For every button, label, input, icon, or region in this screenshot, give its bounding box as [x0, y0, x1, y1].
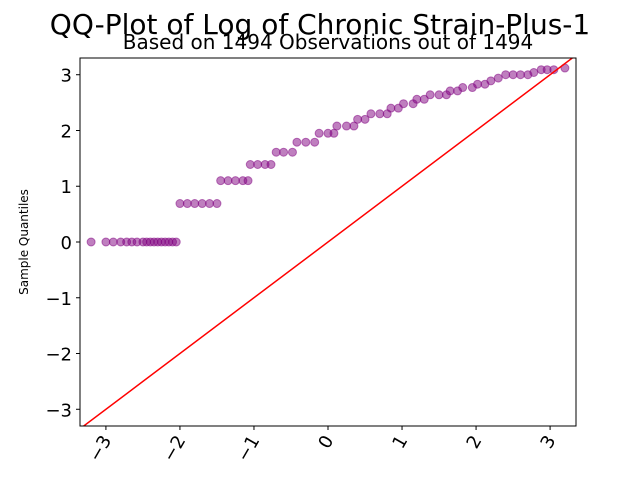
point: [366, 109, 376, 119]
point: [310, 137, 320, 147]
point: [419, 94, 429, 104]
y-tick-label: 2: [61, 121, 72, 142]
point: [243, 176, 253, 186]
point: [412, 94, 422, 104]
point: [375, 109, 385, 119]
y-tick-label: 1: [61, 177, 72, 198]
point: [279, 147, 289, 157]
y-tick-label: −3: [45, 400, 72, 421]
point: [175, 199, 185, 209]
point: [190, 199, 200, 209]
point: [353, 114, 363, 124]
point: [205, 199, 215, 209]
point: [212, 199, 222, 209]
point: [253, 159, 263, 169]
point: [458, 83, 468, 93]
point: [508, 70, 518, 80]
point: [501, 70, 511, 80]
point: [86, 237, 96, 247]
point: [386, 103, 396, 113]
y-tick-label: 3: [61, 66, 72, 87]
point: [493, 73, 503, 83]
y-tick-label: −2: [45, 345, 72, 366]
point: [171, 237, 181, 247]
point: [197, 199, 207, 209]
point: [529, 67, 539, 77]
chart-subtitle: Based on 1494 Observations out of 1494: [123, 30, 534, 54]
point: [271, 147, 281, 157]
point: [101, 237, 111, 247]
point: [292, 137, 302, 147]
point: [108, 237, 118, 247]
y-tick-label: −1: [45, 289, 72, 310]
point: [301, 137, 311, 147]
point: [223, 176, 233, 186]
point: [486, 76, 496, 86]
point: [266, 159, 276, 169]
point: [515, 70, 525, 80]
point: [314, 128, 324, 138]
point: [230, 176, 240, 186]
point: [349, 121, 359, 131]
point: [473, 79, 483, 89]
point: [245, 159, 255, 169]
reference-line: [82, 58, 574, 426]
point: [434, 90, 444, 100]
point: [182, 199, 192, 209]
point: [287, 147, 297, 157]
y-tick-label: 0: [61, 233, 72, 254]
point: [360, 114, 370, 124]
point: [425, 90, 435, 100]
point: [445, 86, 455, 96]
point: [332, 121, 342, 131]
point: [399, 99, 409, 109]
y-axis-label: Sample Quantiles: [17, 189, 31, 295]
point: [342, 121, 352, 131]
plot-area: [82, 58, 574, 426]
point: [216, 176, 226, 186]
chart-title: QQ-Plot of Log of Chronic Strain-Plus-1: [50, 8, 590, 41]
